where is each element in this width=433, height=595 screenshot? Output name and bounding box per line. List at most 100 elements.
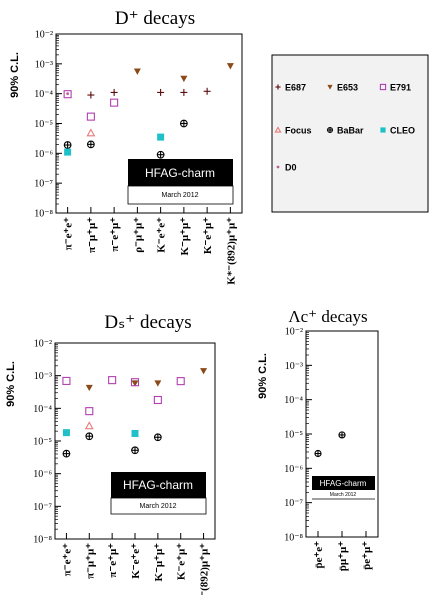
data-point-e791 (130, 378, 140, 387)
legend-marker (275, 84, 281, 90)
y-tick-label: 10⁻⁶ (34, 149, 53, 160)
data-point-cleo (157, 133, 165, 141)
data-point-babar (62, 449, 71, 458)
y-tick-label: 10⁻⁴ (284, 395, 303, 406)
y-tick-label: 10⁻³ (35, 59, 53, 70)
data-point-e653 (200, 368, 208, 375)
x-category-labels: p̄e⁺e⁺ p̄μ⁺μ⁺ p̄e⁺μ⁺ (313, 531, 373, 571)
data-point-e791 (110, 98, 119, 107)
legend-label: E653 (337, 83, 358, 93)
data-point-e791 (86, 112, 95, 121)
y-axis-label: 90% C.L. (257, 353, 269, 399)
y-tick-label: 10⁻⁵ (33, 437, 52, 448)
hfag-badge: HFAG-charm March 2012 (127, 159, 234, 205)
data-point-e653 (226, 63, 234, 70)
legend-label: BaBar (337, 126, 364, 136)
data-point-e687 (110, 88, 118, 96)
data-point-e791 (62, 376, 71, 385)
legend-item-babar: BaBar (326, 126, 364, 136)
data-points (314, 431, 346, 458)
chart-title: D⁺ decays (115, 8, 195, 29)
data-point-e791 (63, 90, 72, 99)
panel-d-plus: D⁺ decays 90% C.L. 10⁻⁸10⁻⁷10⁻⁶10⁻⁵10⁻⁴1… (9, 8, 243, 285)
data-points (63, 63, 234, 159)
legend-label: E687 (285, 83, 306, 93)
data-point-babar (153, 433, 162, 442)
plot-frame (305, 330, 379, 538)
data-point-babar (131, 446, 139, 455)
y-tick-label: 10⁻² (35, 30, 53, 41)
x-category-labels: π⁻e⁺e⁺ π⁻μ⁺μ⁺ π⁻e⁺μ⁺ K⁻e⁺e⁺ K⁻μ⁺μ⁺ K⁻e⁺μ⁺ K*⁻(… (61, 533, 211, 595)
legend-label: CLEO (390, 126, 415, 136)
data-point-e653 (133, 68, 141, 75)
legend-item-e791: E791 (379, 83, 411, 93)
x-category-label: K⁻e⁺e⁺ (130, 543, 142, 579)
y-tick-label: 10⁻⁵ (284, 430, 303, 441)
data-point-focus (84, 421, 94, 430)
x-category-label: K⁻μ⁺μ⁺ (153, 543, 165, 582)
x-category-label: K⁻e⁺e⁺ (156, 217, 168, 253)
x-category-label: K⁻μ⁺μ⁺ (179, 217, 191, 256)
data-point-e687 (203, 87, 211, 95)
y-tick-label: 10⁻⁷ (34, 179, 53, 190)
y-tick-labels: 10⁻⁸ 10⁻⁷ 10⁻⁶ 10⁻⁵ 10⁻⁴ 10⁻³ 10⁻² (33, 339, 61, 546)
data-point-e653 (154, 380, 162, 387)
data-point-e791 (85, 407, 94, 416)
y-tick-label: 10⁻⁸ (284, 533, 303, 544)
plot-frame (54, 342, 216, 540)
legend-item-focus: Focus (274, 126, 312, 136)
y-tick-label: 10⁻⁷ (284, 498, 303, 509)
y-axis-label: 90% C.L. (5, 361, 17, 407)
x-category-label: π⁻e⁺e⁺ (63, 217, 75, 250)
data-point-e653 (85, 384, 93, 392)
x-category-label: p̄e⁺μ⁺ (361, 541, 373, 570)
data-point-babar (85, 432, 94, 441)
x-category-label: π⁻μ⁺μ⁺ (86, 217, 98, 253)
x-category-label: π⁻e⁺e⁺ (61, 543, 73, 576)
data-point-e687 (180, 88, 188, 96)
legend-item-e687: E687 (275, 83, 306, 93)
data-point-babar (180, 119, 188, 128)
data-point-e791 (176, 377, 185, 386)
x-category-label: π⁻e⁺μ⁺ (109, 217, 121, 252)
y-tick-label: 10⁻⁵ (34, 119, 53, 130)
data-point-e687 (87, 91, 95, 99)
legend-label: Focus (285, 126, 312, 136)
y-tick-label: 10⁻⁷ (33, 502, 52, 513)
data-point-d0 (66, 92, 70, 96)
data-point-e791 (153, 395, 162, 405)
legend-label: E791 (390, 83, 411, 93)
legend-item-e653: E653 (327, 83, 358, 93)
x-category-label: π⁻e⁺μ⁺ (107, 543, 119, 578)
panel-lambda-c-plus: Λc⁺ decays 90% C.L. 10⁻⁸ 10⁻⁷ 10⁻⁶ 10⁻⁵ 10⁻⁴… (257, 307, 379, 571)
data-point-babar (87, 140, 95, 149)
data-point-e687 (157, 88, 165, 96)
y-axis-label: 90% C.L. (9, 52, 21, 98)
data-points (62, 368, 208, 458)
badge-date: March 2012 (140, 503, 177, 510)
x-category-label: π⁻μ⁺μ⁺ (84, 543, 96, 579)
data-point-babar (314, 449, 322, 458)
y-tick-label: 10⁻⁸ (33, 535, 52, 546)
badge-date: March 2012 (330, 492, 357, 498)
legend: E687 E653 E791 Focus BaBar CLEO D0 (271, 54, 429, 213)
legend-marker (326, 126, 334, 134)
data-point-e653 (131, 380, 139, 387)
y-tick-label: 10⁻³ (34, 371, 52, 382)
y-tick-labels: 10⁻⁸ 10⁻⁷ 10⁻⁶ 10⁻⁵ 10⁻⁴ 10⁻³ 10⁻² (284, 327, 312, 544)
x-category-label: K⁻e⁺μ⁺ (202, 217, 214, 254)
y-tick-label: 10⁻⁴ (34, 89, 53, 100)
data-point-babar (63, 141, 72, 149)
x-category-label: ρ⁻μ⁺μ⁺ (132, 217, 144, 253)
hfag-badge: HFAG-charm March 2012 (312, 476, 375, 500)
x-category-label: K*⁻(892)μ⁺μ⁺ (225, 217, 237, 285)
badge-title: HFAG-charm (123, 478, 193, 492)
data-point-focus (86, 128, 96, 137)
badge-title: HFAG-charm (320, 479, 367, 488)
legend-box (271, 54, 429, 213)
y-tick-label: 10⁻² (285, 327, 303, 338)
legend-marker (276, 165, 280, 169)
legend-marker (274, 126, 282, 133)
legend-marker (327, 84, 333, 90)
